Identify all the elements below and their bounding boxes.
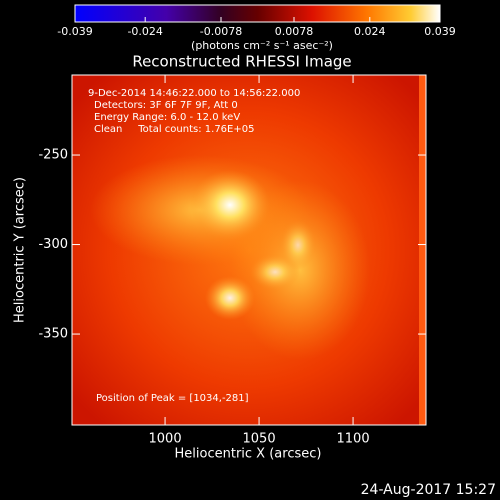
x-tick-label: 1100 bbox=[337, 432, 370, 447]
colorbar-label: (photons cm⁻² s⁻¹ asec⁻²) bbox=[191, 39, 333, 52]
footer: 24-Aug-2017 15:27 bbox=[361, 482, 496, 498]
peak-label: Position of Peak = [1034,-281] bbox=[96, 393, 249, 404]
x-axis-label: Heliocentric X (arcsec) bbox=[175, 447, 322, 462]
colorbar-tick-label: -0.024 bbox=[127, 25, 162, 38]
annotation: 9-Dec-2014 14:46:22.000 to 14:56:22.000 bbox=[88, 88, 300, 99]
chart-title: Reconstructed RHESSI Image bbox=[132, 53, 351, 71]
colorbar-tick-label: -0.0078 bbox=[200, 25, 242, 38]
colorbar-tick-label: 0.0078 bbox=[275, 25, 314, 38]
colorbar-tick-label: 0.039 bbox=[424, 25, 456, 38]
image bbox=[72, 75, 426, 425]
y-tick-label: -250 bbox=[38, 148, 68, 163]
annotation: Energy Range: 6.0 - 12.0 keV bbox=[94, 112, 240, 123]
colorbar-tick-label: -0.039 bbox=[57, 25, 92, 38]
annotation: Clean Total counts: 1.76E+05 bbox=[94, 124, 254, 135]
x-tick-label: 1050 bbox=[243, 432, 276, 447]
y-tick-label: -300 bbox=[38, 237, 68, 252]
plot-frame bbox=[71, 74, 427, 426]
y-tick-label: -350 bbox=[38, 327, 68, 342]
colorbar bbox=[74, 4, 441, 23]
x-tick-label: 1000 bbox=[149, 432, 182, 447]
y-axis-label: Heliocentric Y (arcsec) bbox=[13, 177, 28, 323]
colorbar-tick-label: 0.024 bbox=[354, 25, 386, 38]
annotation: Detectors: 3F 6F 7F 9F, Att 0 bbox=[94, 100, 238, 111]
